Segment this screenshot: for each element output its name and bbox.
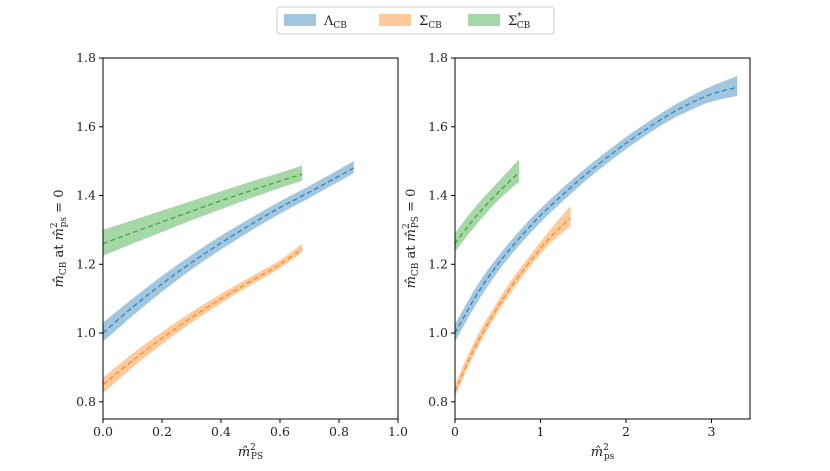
y-axis-label: m̂CB at m̂2PS = 0	[402, 189, 421, 289]
error-band	[103, 165, 303, 256]
y-tick-label: 1.0	[76, 325, 96, 340]
x-tick-label: 2	[622, 424, 630, 439]
y-tick-label: 1.2	[428, 256, 448, 271]
y-tick-label: 1.2	[76, 256, 96, 271]
legend-entry: ΛCB	[284, 14, 347, 31]
legend: ΛCB ΣCB Σ* CB	[276, 6, 555, 35]
plot-area	[455, 75, 738, 397]
y-tick-label: 1.8	[76, 50, 96, 65]
error-band	[455, 205, 571, 397]
x-tick-label: 3	[708, 424, 716, 439]
error-band	[455, 75, 738, 342]
fit-line	[103, 167, 355, 334]
fit-line	[455, 171, 520, 245]
right-panel: 0 1 2 3 0.8 1.0 1.2 1.4 1.6 1.8 m̂2 ps m̂CB at m̂2PS…	[402, 50, 751, 462]
y-tick-label: 1.8	[428, 50, 448, 65]
x-tick-label: 0.4	[211, 424, 231, 439]
fit-line	[455, 86, 738, 334]
y-tick-label: 0.8	[76, 394, 96, 409]
y-tick-label: 1.6	[428, 119, 448, 134]
x-axis-label: m̂2 ps	[591, 443, 615, 462]
x-tick-label: 0.6	[270, 424, 290, 439]
legend-entry: Σ* CB	[468, 12, 531, 31]
error-band	[103, 161, 354, 342]
fit-line	[455, 217, 571, 392]
x-axis-label: m̂2 PS	[238, 443, 263, 462]
axes-frame	[102, 57, 399, 420]
plot-area	[103, 161, 355, 394]
legend-swatch	[468, 14, 500, 26]
error-band	[103, 243, 303, 394]
fit-line	[103, 248, 303, 386]
legend-frame	[276, 6, 555, 35]
x-tick-label: 0.0	[93, 424, 113, 439]
y-tick-label: 1.0	[428, 325, 448, 340]
left-panel: 0.0 0.2 0.4 0.6 0.8 1.0 0.8 1.0 1.2 1.4 1.6 1.8 m̂2 P…	[50, 50, 408, 462]
x-tick-label: 0.8	[329, 424, 349, 439]
legend-label: Σ* CB	[508, 12, 531, 31]
y-axis-label: m̂CB at m̂2ps = 0	[50, 190, 69, 288]
error-band	[455, 159, 520, 253]
fit-line	[103, 173, 303, 245]
legend-swatch	[284, 14, 316, 26]
x-tick-label: 0	[451, 424, 459, 439]
x-tick-label: 1.0	[388, 424, 408, 439]
y-tick-label: 1.4	[428, 188, 448, 203]
legend-swatch	[379, 14, 411, 26]
x-tick-label: 0.2	[152, 424, 172, 439]
axes-frame	[454, 57, 751, 420]
x-tick-label: 1	[537, 424, 545, 439]
y-tick-label: 1.6	[76, 119, 96, 134]
legend-label: ΛCB	[323, 14, 347, 31]
legend-label: ΣCB	[419, 14, 442, 31]
y-tick-label: 0.8	[428, 394, 448, 409]
legend-entry: ΣCB	[379, 14, 442, 31]
y-tick-label: 1.4	[76, 188, 96, 203]
